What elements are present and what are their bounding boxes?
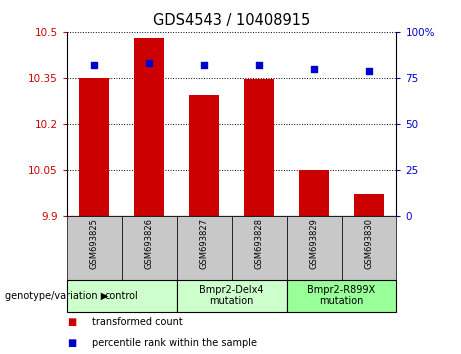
Text: Bmpr2-R899X
mutation: Bmpr2-R899X mutation bbox=[307, 285, 376, 307]
Text: GSM693830: GSM693830 bbox=[365, 218, 373, 269]
Bar bbox=[287, 280, 396, 312]
Bar bbox=[122, 216, 177, 280]
Bar bbox=[79, 78, 109, 216]
Bar bbox=[354, 194, 384, 216]
Text: GSM693827: GSM693827 bbox=[200, 218, 209, 269]
Bar bbox=[134, 38, 165, 216]
Text: genotype/variation ▶: genotype/variation ▶ bbox=[5, 291, 108, 301]
Text: GSM693828: GSM693828 bbox=[254, 218, 264, 269]
Point bbox=[310, 66, 318, 72]
Text: Bmpr2-Delx4
mutation: Bmpr2-Delx4 mutation bbox=[200, 285, 264, 307]
Bar bbox=[177, 216, 231, 280]
Point bbox=[146, 60, 153, 66]
Bar bbox=[244, 79, 274, 216]
Point bbox=[255, 62, 263, 68]
Bar bbox=[177, 280, 287, 312]
Bar bbox=[189, 95, 219, 216]
Point bbox=[201, 62, 208, 68]
Bar bbox=[67, 216, 122, 280]
Bar bbox=[231, 216, 287, 280]
Bar bbox=[287, 216, 342, 280]
Text: ■: ■ bbox=[67, 338, 76, 348]
Text: control: control bbox=[105, 291, 139, 301]
Bar bbox=[67, 280, 177, 312]
Bar bbox=[342, 216, 396, 280]
Text: GSM693829: GSM693829 bbox=[309, 218, 319, 269]
Text: ■: ■ bbox=[67, 317, 76, 327]
Text: GSM693825: GSM693825 bbox=[90, 218, 99, 269]
Point bbox=[365, 68, 372, 73]
Text: percentile rank within the sample: percentile rank within the sample bbox=[92, 338, 257, 348]
Bar bbox=[299, 170, 329, 216]
Text: transformed count: transformed count bbox=[92, 317, 183, 327]
Point bbox=[91, 62, 98, 68]
Text: GSM693826: GSM693826 bbox=[145, 218, 154, 269]
Title: GDS4543 / 10408915: GDS4543 / 10408915 bbox=[153, 13, 310, 28]
